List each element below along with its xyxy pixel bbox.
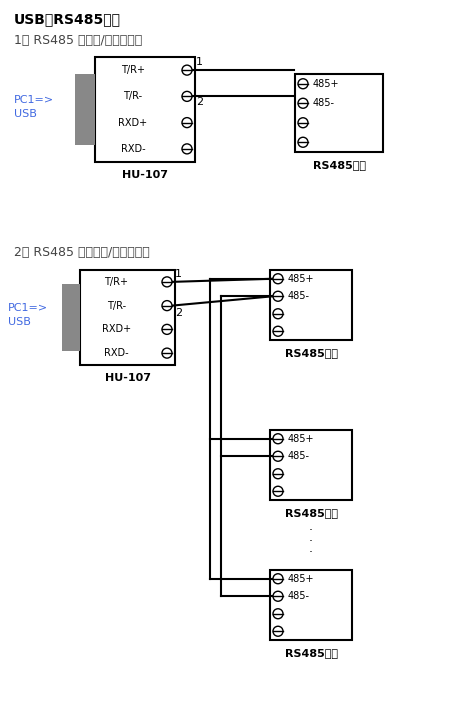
Bar (62, 284, 80, 351)
Circle shape (298, 79, 308, 89)
Text: RS485设备: RS485设备 (312, 160, 365, 170)
Text: 485+: 485+ (313, 79, 340, 89)
Text: 485+: 485+ (288, 434, 315, 444)
Circle shape (162, 325, 172, 334)
Circle shape (162, 277, 172, 287)
Bar (295, 74, 383, 152)
Circle shape (182, 65, 192, 75)
Text: HU-107: HU-107 (104, 373, 150, 383)
Text: PC1=>
USB: PC1=> USB (14, 95, 54, 118)
Text: RS485设备: RS485设备 (285, 348, 337, 358)
Circle shape (298, 137, 308, 147)
Text: 485-: 485- (288, 451, 310, 461)
Text: RXD-: RXD- (121, 144, 145, 154)
Text: 485-: 485- (288, 591, 310, 601)
Circle shape (182, 144, 192, 154)
Text: 1、 RS485 点到点/两线半双工: 1、 RS485 点到点/两线半双工 (14, 34, 142, 47)
Circle shape (273, 486, 283, 496)
Text: 2、 RS485 点对多点/两线半双工: 2、 RS485 点对多点/两线半双工 (14, 246, 150, 259)
Circle shape (162, 348, 172, 358)
Circle shape (182, 91, 192, 102)
Text: 2: 2 (175, 308, 182, 318)
Circle shape (298, 98, 308, 108)
Text: T/R+: T/R+ (104, 277, 128, 287)
Text: T/R-: T/R- (107, 301, 126, 311)
Text: RS485设备: RS485设备 (285, 508, 337, 518)
Text: 1: 1 (196, 57, 203, 67)
Text: 485-: 485- (313, 98, 335, 108)
Bar (270, 430, 352, 500)
Circle shape (273, 608, 283, 619)
Text: 485+: 485+ (288, 573, 315, 584)
Circle shape (273, 434, 283, 444)
Circle shape (273, 291, 283, 301)
Bar (95, 57, 195, 162)
Circle shape (273, 451, 283, 461)
Circle shape (273, 573, 283, 584)
Text: PC1=>
USB: PC1=> USB (8, 304, 48, 327)
Bar (80, 270, 175, 365)
Text: 2: 2 (196, 97, 203, 107)
Text: RS485设备: RS485设备 (285, 648, 337, 658)
Text: T/R-: T/R- (123, 91, 143, 102)
Bar (270, 570, 352, 640)
Text: 1: 1 (175, 269, 182, 279)
Circle shape (273, 308, 283, 319)
Text: 485-: 485- (288, 291, 310, 301)
Text: USB至RS485转换: USB至RS485转换 (14, 12, 121, 26)
Bar (270, 270, 352, 340)
Text: RXD-: RXD- (104, 348, 128, 358)
Circle shape (273, 591, 283, 601)
Circle shape (182, 118, 192, 128)
Text: ·
·
·: · · · (309, 524, 313, 559)
Circle shape (162, 301, 172, 311)
Text: T/R+: T/R+ (121, 65, 145, 75)
Circle shape (273, 469, 283, 479)
Bar (75, 74, 95, 145)
Circle shape (273, 626, 283, 637)
Circle shape (273, 274, 283, 284)
Circle shape (273, 326, 283, 336)
Text: 485+: 485+ (288, 274, 315, 284)
Circle shape (298, 118, 308, 128)
Text: HU-107: HU-107 (122, 170, 168, 180)
Text: RXD+: RXD+ (118, 118, 148, 128)
Text: RXD+: RXD+ (102, 325, 131, 334)
